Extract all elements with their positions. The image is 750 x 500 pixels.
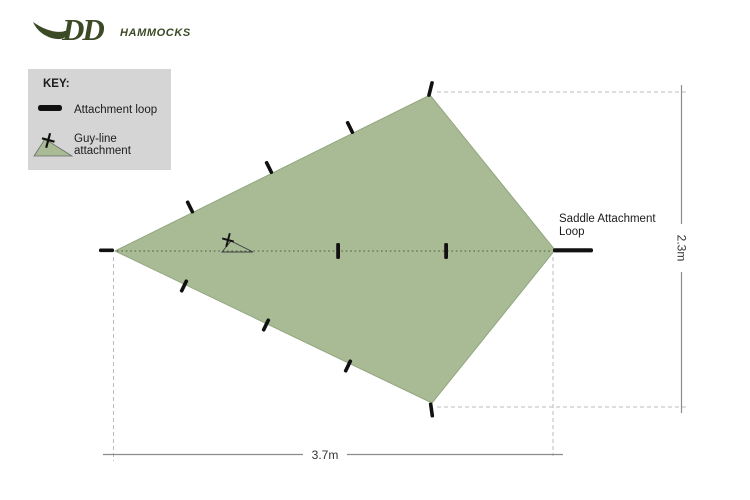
height-dimension-label: 2.3m xyxy=(675,235,689,262)
attachment-loop-edge xyxy=(261,318,271,332)
guy-line-cross xyxy=(41,132,55,149)
width-dimension: 3.7m xyxy=(103,448,563,462)
key-legend: KEY: Attachment loop Guy-line attachment xyxy=(28,69,171,170)
guy-line-marker-cross xyxy=(221,232,235,248)
tarp-outline xyxy=(113,94,556,404)
key-title: KEY: xyxy=(43,78,70,90)
saddle-label-line2: Loop xyxy=(559,226,585,238)
saddle-attachment-loop xyxy=(553,248,593,253)
key-guy-line-label-line1: Guy-line xyxy=(74,133,117,145)
key-attachment-loop-label: Attachment loop xyxy=(74,104,157,116)
logo: DD HAMMOCKS xyxy=(33,12,191,47)
width-dimension-label: 3.7m xyxy=(312,448,339,462)
attachment-loop-top-vertex xyxy=(427,81,434,97)
attachment-loop-edge xyxy=(264,160,274,175)
logo-brand-text: DD xyxy=(61,12,104,47)
saddle-label-line1: Saddle Attachment xyxy=(559,213,656,225)
key-guy-line-label-line2: attachment xyxy=(74,145,132,157)
hammock-swoosh-icon xyxy=(33,22,68,40)
attachment-loop-edge xyxy=(343,359,353,373)
saddle-attachment-label: Saddle Attachment Loop xyxy=(559,213,656,238)
guy-line-icon xyxy=(33,132,74,157)
attachment-loop-edge xyxy=(345,120,355,135)
attachment-loops xyxy=(99,81,593,418)
attachment-loop-bottom-vertex xyxy=(428,402,435,418)
attachment-loop-ridge xyxy=(336,243,340,259)
attachment-loop-icon xyxy=(38,105,62,111)
attachment-loop-edge xyxy=(179,279,189,293)
attachment-loop-ridge xyxy=(444,243,448,259)
attachment-loop-left-vertex xyxy=(99,248,114,253)
dimension-guides xyxy=(113,91,688,461)
height-dimension: 2.3m xyxy=(675,85,689,413)
logo-suffix-text: HAMMOCKS xyxy=(120,27,191,39)
attachment-loop-edge xyxy=(185,200,195,214)
guy-line-attachment-marker xyxy=(221,232,254,253)
guy-line-triangle xyxy=(33,138,74,157)
